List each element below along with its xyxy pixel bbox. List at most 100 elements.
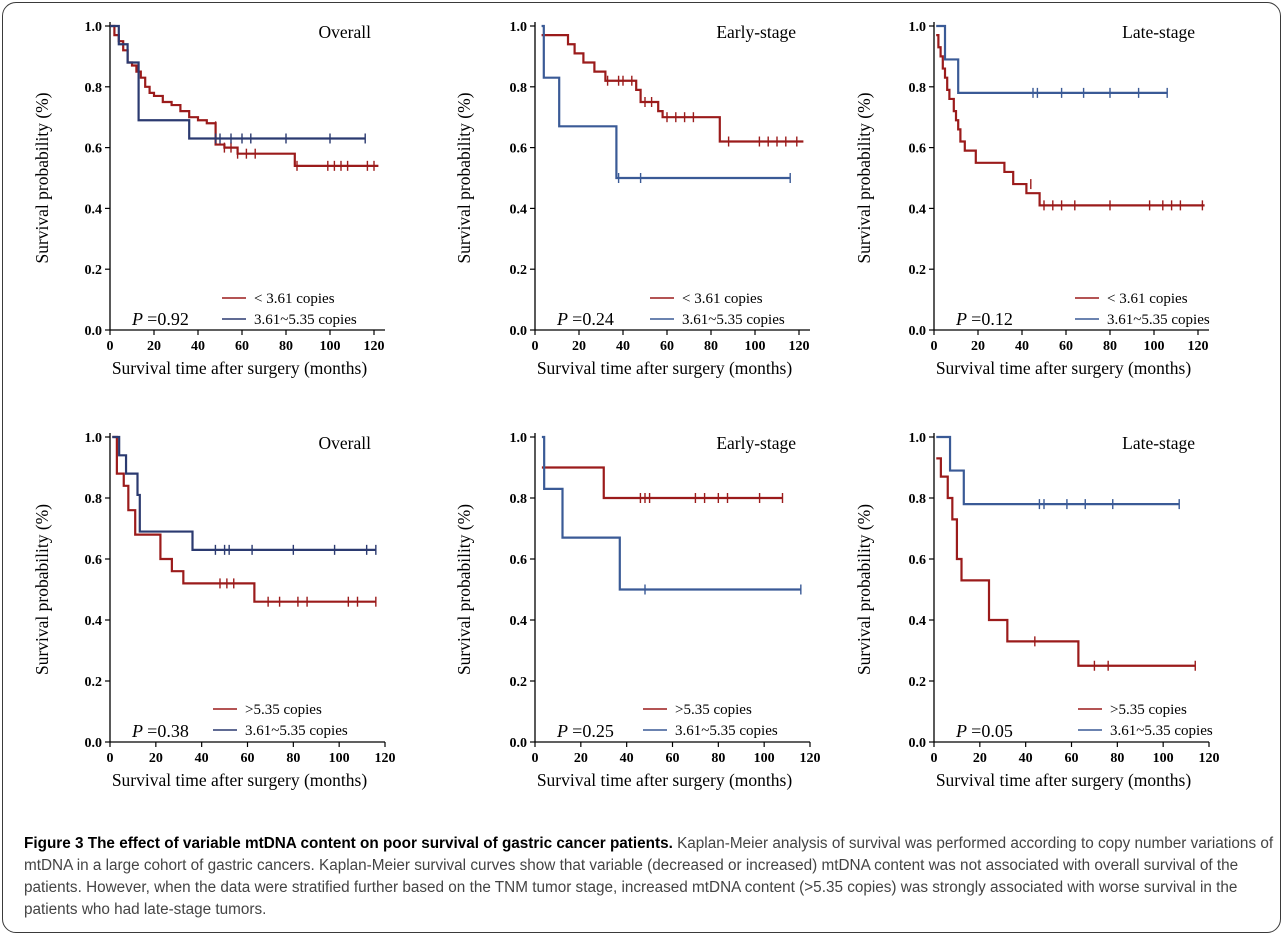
x-axis-label: Survival time after surgery (months) bbox=[936, 770, 1191, 790]
x-tick-label: 60 bbox=[666, 751, 680, 766]
x-axis-label: Survival time after surgery (months) bbox=[936, 358, 1191, 378]
x-tick-label: 60 bbox=[1065, 751, 1079, 766]
y-tick-label: 0.0 bbox=[85, 324, 103, 339]
survival-curve bbox=[112, 435, 376, 603]
survival-curve bbox=[110, 24, 366, 140]
y-tick-label: 0.0 bbox=[909, 324, 927, 339]
x-tick-label: 100 bbox=[754, 751, 775, 766]
x-tick-label: 0 bbox=[931, 339, 938, 354]
survival-curve bbox=[112, 435, 376, 551]
survival-curve bbox=[936, 24, 1168, 94]
legend-label: < 3.61 copies bbox=[1107, 291, 1188, 307]
y-tick-label: 0.4 bbox=[909, 614, 927, 629]
p-value: =0.05 bbox=[971, 721, 1013, 741]
p-value: =0.38 bbox=[147, 721, 189, 741]
y-tick-label: 0.0 bbox=[909, 736, 927, 751]
survival-curve bbox=[541, 34, 804, 143]
legend-label: 3.61~5.35 copies bbox=[1107, 312, 1210, 328]
x-tick-label: 80 bbox=[1103, 339, 1117, 354]
p-symbol: P bbox=[556, 309, 572, 329]
y-tick-label: 0.6 bbox=[85, 142, 103, 157]
p-value: =0.24 bbox=[572, 309, 614, 329]
y-tick-label: 0.4 bbox=[510, 202, 528, 217]
x-axis-label: Survival time after surgery (months) bbox=[537, 358, 792, 378]
x-tick-label: 60 bbox=[241, 751, 255, 766]
series-1: >5.35 copies bbox=[112, 435, 377, 718]
series-1: >5.35 copies bbox=[541, 466, 784, 718]
x-axis-label: Survival time after surgery (months) bbox=[112, 358, 367, 378]
legend-label: >5.35 copies bbox=[245, 702, 322, 718]
x-tick-label: 100 bbox=[745, 339, 766, 354]
x-tick-label: 100 bbox=[320, 339, 341, 354]
x-tick-label: 120 bbox=[789, 339, 810, 354]
legend-label: < 3.61 copies bbox=[682, 291, 763, 307]
y-axis-label: Survival probability (%) bbox=[854, 504, 874, 675]
km-panel-2: 0.0 0.2 0.4 0.6 0.8 1.0 0 20 40 60 80 100 120 Surviva… bbox=[454, 20, 810, 378]
x-tick-label: 100 bbox=[1144, 339, 1165, 354]
y-tick-label: 0.0 bbox=[510, 736, 528, 751]
x-tick-label: 0 bbox=[532, 751, 539, 766]
p-symbol: P bbox=[955, 721, 971, 741]
x-tick-label: 80 bbox=[286, 751, 300, 766]
x-axis-label: Survival time after surgery (months) bbox=[112, 770, 367, 790]
x-tick-label: 60 bbox=[235, 339, 249, 354]
x-tick-label: 80 bbox=[1110, 751, 1124, 766]
panel-title: Early-stage bbox=[716, 433, 796, 453]
legend-label: 3.61~5.35 copies bbox=[682, 312, 785, 328]
y-tick-label: 1.0 bbox=[85, 20, 103, 35]
y-tick-label: 1.0 bbox=[909, 20, 927, 35]
x-tick-label: 80 bbox=[704, 339, 718, 354]
y-tick-label: 0.0 bbox=[85, 736, 103, 751]
y-tick-label: 0.6 bbox=[909, 553, 927, 568]
y-tick-label: 0.6 bbox=[510, 142, 528, 157]
y-axis-label: Survival probability (%) bbox=[454, 504, 474, 675]
series-2: 3.61~5.35 copies bbox=[110, 24, 366, 328]
y-tick-label: 0.8 bbox=[909, 81, 927, 96]
y-tick-label: 1.0 bbox=[510, 20, 528, 35]
survival-curve bbox=[936, 34, 1205, 207]
x-tick-label: 20 bbox=[971, 339, 985, 354]
survival-curve bbox=[936, 457, 1196, 667]
y-axis-label: Survival probability (%) bbox=[32, 92, 52, 263]
y-tick-label: 0.0 bbox=[510, 324, 528, 339]
x-tick-label: 40 bbox=[616, 339, 630, 354]
y-axis-label: Survival probability (%) bbox=[454, 92, 474, 263]
x-tick-label: 60 bbox=[1059, 339, 1073, 354]
y-axis-label: Survival probability (%) bbox=[32, 504, 52, 675]
y-tick-label: 0.2 bbox=[510, 675, 528, 690]
x-tick-label: 40 bbox=[620, 751, 634, 766]
y-tick-label: 0.4 bbox=[85, 614, 103, 629]
x-tick-label: 80 bbox=[279, 339, 293, 354]
panel-title: Late-stage bbox=[1122, 22, 1195, 42]
panel-title: Late-stage bbox=[1122, 433, 1195, 453]
y-tick-label: 0.2 bbox=[85, 675, 103, 690]
y-tick-label: 1.0 bbox=[909, 431, 927, 446]
series-1: < 3.61 copies bbox=[541, 34, 804, 307]
x-tick-label: 120 bbox=[1199, 751, 1220, 766]
x-tick-label: 0 bbox=[532, 339, 539, 354]
series-2: 3.61~5.35 copies bbox=[936, 435, 1213, 739]
series-2: 3.61~5.35 copies bbox=[112, 435, 377, 739]
figure-caption: Figure 3 The effect of variable mtDNA co… bbox=[24, 833, 1274, 921]
km-panel-5: 0.0 0.2 0.4 0.6 0.8 1.0 0 20 40 60 80 100 120 Surviva… bbox=[454, 431, 821, 790]
p-value: =0.12 bbox=[971, 309, 1013, 329]
x-tick-label: 120 bbox=[364, 339, 385, 354]
y-tick-label: 0.2 bbox=[909, 263, 927, 278]
x-tick-label: 40 bbox=[191, 339, 205, 354]
panel-title: Early-stage bbox=[716, 22, 796, 42]
survival-curve bbox=[936, 435, 1180, 506]
legend-label: 3.61~5.35 copies bbox=[1110, 723, 1213, 739]
legend-label: < 3.61 copies bbox=[254, 291, 335, 307]
km-panel-3: 0.0 0.2 0.4 0.6 0.8 1.0 0 20 40 60 80 100 120 Surviva… bbox=[854, 20, 1210, 378]
x-tick-label: 120 bbox=[800, 751, 821, 766]
x-tick-label: 0 bbox=[107, 339, 114, 354]
legend-label: 3.61~5.35 copies bbox=[675, 723, 778, 739]
y-tick-label: 0.8 bbox=[510, 492, 528, 507]
survival-curve bbox=[541, 466, 783, 500]
p-value: =0.92 bbox=[147, 309, 189, 329]
legend-label: >5.35 copies bbox=[675, 702, 752, 718]
survival-curve bbox=[541, 435, 801, 591]
legend-label: 3.61~5.35 copies bbox=[254, 312, 357, 328]
p-value: =0.25 bbox=[572, 721, 614, 741]
x-tick-label: 20 bbox=[147, 339, 161, 354]
